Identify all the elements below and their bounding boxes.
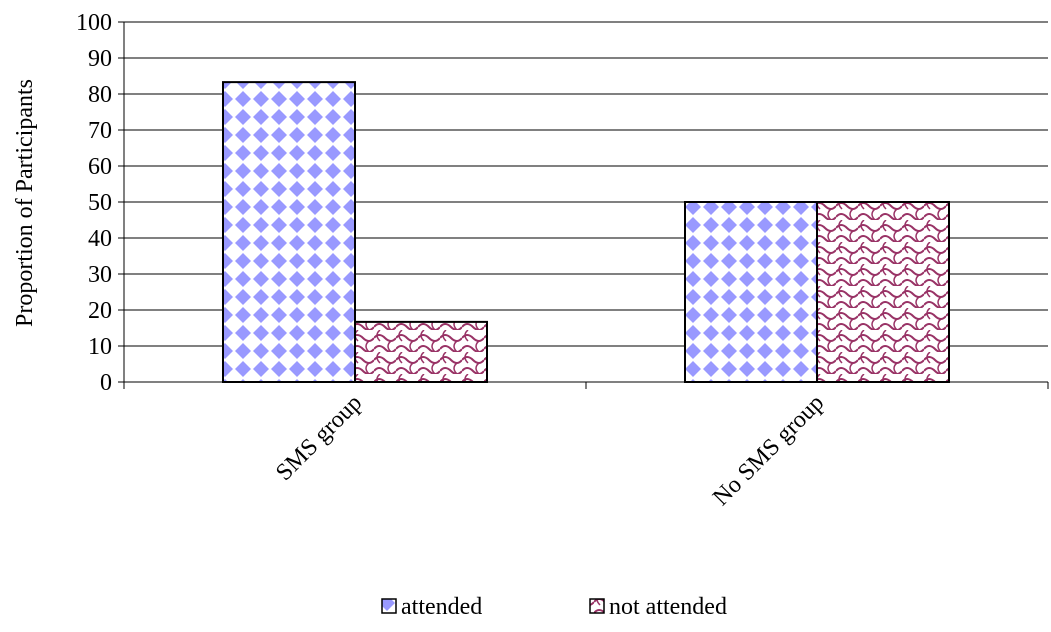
- y-tick-label: 0: [100, 370, 112, 396]
- bar-not-attended: [816, 201, 950, 383]
- y-tick-label: 90: [88, 46, 112, 72]
- legend-label: attended: [401, 594, 482, 620]
- bar-attended: [684, 201, 818, 383]
- axes: [118, 21, 1049, 389]
- y-tick-label: 40: [88, 226, 112, 252]
- y-axis-title: Proportion of Participants: [12, 79, 38, 327]
- legend-label: not attended: [609, 594, 727, 620]
- y-tick-label: 100: [76, 10, 112, 36]
- y-tick-label: 80: [88, 82, 112, 108]
- y-tick-label: 60: [88, 154, 112, 180]
- y-tick-label: 70: [88, 118, 112, 144]
- bar-not-attended: [354, 320, 488, 384]
- y-tick-label: 50: [88, 190, 112, 216]
- legend: attended not attended: [381, 594, 727, 620]
- y-tick-label: 20: [88, 298, 112, 324]
- y-tick-label: 10: [88, 334, 112, 360]
- category-labels: SMS group No SMS group: [271, 390, 829, 511]
- x-category-label: No SMS group: [708, 390, 829, 511]
- bars: [222, 81, 950, 384]
- y-tick-label: 30: [88, 262, 112, 288]
- legend-swatch: [589, 598, 605, 614]
- x-category-label: SMS group: [271, 390, 367, 486]
- y-tick-labels: 0 10 20 30 40 50 60 70 80 90 100: [76, 10, 112, 396]
- bar-attended: [222, 81, 356, 384]
- legend-swatch: [381, 598, 397, 614]
